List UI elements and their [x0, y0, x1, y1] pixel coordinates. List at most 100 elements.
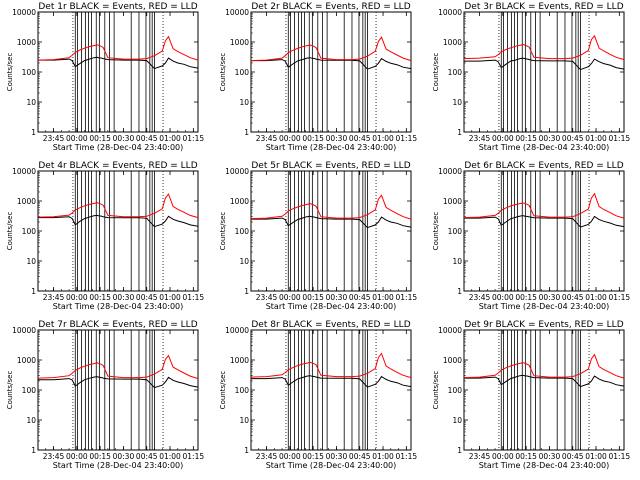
panel-title: Det 1r BLACK = Events, RED = LLD: [38, 2, 197, 12]
x-tick-label: 01:00: [159, 134, 181, 143]
plot-frame: [463, 329, 625, 451]
plot-frame: [463, 11, 625, 133]
y-tick-label: 1000: [443, 38, 462, 47]
y-tick-label: 100: [235, 386, 250, 395]
x-tick-label: 00:30: [113, 134, 135, 143]
detector-panel-6: 23:45 00:00 00:15 00:30 00:45 01:00 01:1511010…: [432, 161, 630, 311]
x-axis: 23:45 00:00 00:15 00:30 00:45 01:00 01:15: [37, 171, 205, 302]
x-tick-label: 00:45: [349, 452, 371, 461]
x-tick-label: 00:30: [539, 452, 561, 461]
x-tick-label: 00:15: [302, 293, 324, 302]
y-axis: 1 10 100 1000 10000: [12, 8, 198, 137]
x-tick-label: 01:00: [585, 293, 607, 302]
y-tick-label: 1000: [443, 356, 462, 365]
x-axis-label: Start Time (28-Dec-04 23:40:00): [479, 302, 610, 311]
y-axis-label: Counts/sec: [6, 212, 14, 251]
y-tick-label: 100: [448, 386, 463, 395]
x-axis: 23:45 00:00 00:15 00:30 00:45 01:00 01:15: [463, 12, 631, 143]
y-axis-label: Counts/sec: [432, 212, 440, 251]
y-tick-label: 1: [457, 287, 462, 296]
x-tick-label: 00:30: [326, 452, 348, 461]
y-tick-label: 1: [31, 446, 36, 455]
vertical-markers: [72, 12, 164, 132]
detector-panel-3: 23:45 00:00 00:15 00:30 00:45 01:00 01:1511010…: [432, 2, 630, 152]
x-tick-label: 01:00: [372, 452, 394, 461]
x-tick-label: 01:15: [609, 293, 631, 302]
series-line-events: [38, 376, 199, 389]
y-tick-label: 10: [452, 257, 462, 266]
x-axis-label: Start Time (28-Dec-04 23:40:00): [266, 143, 397, 152]
x-tick-label: 00:00: [66, 452, 88, 461]
panel-title: Det 7r BLACK = Events, RED = LLD: [38, 320, 197, 330]
x-tick-label: 00:45: [562, 452, 584, 461]
y-tick-label: 10: [239, 98, 249, 107]
vertical-markers: [285, 171, 377, 291]
y-tick-label: 10000: [225, 326, 249, 335]
y-tick-label: 10000: [12, 167, 36, 176]
x-axis: 23:45 00:00 00:15 00:30 00:45 01:00 01:15: [250, 330, 417, 461]
y-tick-label: 1: [244, 287, 249, 296]
vertical-markers: [72, 330, 164, 450]
x-tick-label: 23:45: [469, 452, 491, 461]
y-tick-label: 1000: [230, 197, 249, 206]
plot-frame: [250, 170, 412, 292]
plot-frame: [250, 329, 412, 451]
plot-frame: [250, 11, 412, 133]
detector-panel-5: 23:45 00:00 00:15 00:30 00:45 01:00 01:1511010…: [219, 161, 417, 311]
series-line-lld: [463, 353, 625, 379]
x-tick-label: 01:15: [183, 293, 205, 302]
x-tick-label: 00:00: [66, 293, 88, 302]
y-axis-label: Counts/sec: [6, 371, 14, 410]
y-tick-label: 10: [452, 98, 462, 107]
y-axis-label: Counts/sec: [432, 371, 440, 410]
x-tick-label: 23:45: [43, 134, 65, 143]
x-tick-label: 00:15: [515, 293, 537, 302]
vertical-markers: [498, 12, 590, 132]
series-line-lld: [463, 34, 625, 61]
x-tick-label: 00:00: [492, 134, 514, 143]
x-tick-label: 00:45: [349, 134, 371, 143]
y-tick-label: 1000: [230, 356, 249, 365]
y-tick-label: 1000: [17, 38, 36, 47]
series-line-events: [38, 214, 199, 228]
x-tick-label: 00:15: [515, 134, 537, 143]
x-tick-label: 00:15: [89, 452, 111, 461]
x-tick-label: 00:00: [492, 293, 514, 302]
x-tick-label: 00:00: [66, 134, 88, 143]
vertical-markers: [285, 330, 377, 450]
detector-panel-4: 23:45 00:00 00:15 00:30 00:45 01:00 01:1511010…: [6, 161, 204, 311]
x-tick-label: 00:30: [539, 134, 561, 143]
series-line-lld: [463, 192, 625, 219]
x-tick-label: 00:00: [279, 293, 301, 302]
series-line-lld: [250, 194, 412, 220]
x-tick-label: 01:00: [159, 293, 181, 302]
x-tick-label: 00:00: [492, 452, 514, 461]
x-tick-label: 01:15: [609, 134, 631, 143]
x-axis: 23:45 00:00 00:15 00:30 00:45 01:00 01:15: [250, 12, 417, 143]
x-tick-label: 01:15: [396, 293, 418, 302]
plot-frame: [37, 170, 199, 292]
vertical-markers: [498, 171, 590, 291]
x-tick-label: 00:45: [562, 134, 584, 143]
x-tick-label: 23:45: [43, 452, 65, 461]
y-tick-label: 10000: [438, 326, 462, 335]
series-line-lld: [37, 193, 199, 219]
series-line-events: [251, 215, 412, 229]
detector-panel-9: 23:45 00:00 00:15 00:30 00:45 01:00 01:1511010…: [432, 320, 630, 470]
x-axis: 23:45 00:00 00:15 00:30 00:45 01:00 01:15: [37, 330, 204, 461]
y-tick-label: 10: [26, 416, 36, 425]
x-axis-label: Start Time (28-Dec-04 23:40:00): [266, 461, 397, 470]
y-tick-label: 10: [239, 257, 249, 266]
plot-frame: [463, 170, 625, 292]
y-axis-label: Counts/sec: [432, 53, 440, 92]
x-tick-label: 01:00: [585, 452, 607, 461]
series-line-lld: [250, 352, 412, 379]
y-tick-label: 1: [244, 446, 249, 455]
detector-panel-8: 23:45 00:00 00:15 00:30 00:45 01:00 01:1511010…: [219, 320, 417, 470]
series-line-events: [464, 57, 625, 71]
vertical-markers: [72, 171, 164, 291]
y-tick-label: 1000: [17, 197, 36, 206]
x-tick-label: 00:15: [89, 293, 111, 302]
panel-title: Det 3r BLACK = Events, RED = LLD: [464, 2, 623, 12]
x-axis-label: Start Time (28-Dec-04 23:40:00): [53, 461, 184, 470]
